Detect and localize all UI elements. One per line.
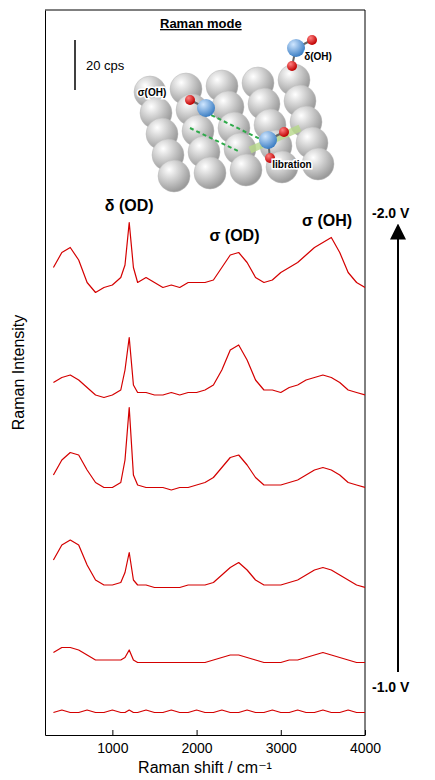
- x-axis-line: [46, 735, 366, 736]
- y-axis-line: [45, 11, 46, 736]
- y-axis-title: Raman Intensity: [10, 315, 27, 431]
- frame-right: [365, 10, 366, 735]
- inset-title: Raman mode: [160, 16, 242, 31]
- hydrogen-atom: [279, 127, 289, 137]
- inset: Raman mode σ(OH) δ(OH) libration: [134, 16, 334, 192]
- inset-label: libration: [272, 159, 311, 170]
- peak-label: σ (OD): [209, 227, 259, 244]
- surface-atom: [194, 157, 226, 189]
- x-tick-mark: [365, 730, 366, 735]
- inset-label: δ(OH): [304, 51, 332, 62]
- guide-line: [205, 112, 262, 140]
- plot-area: [53, 223, 365, 713]
- scale-bar-label: 20 cps: [86, 58, 125, 73]
- spectrum: [53, 408, 365, 491]
- x-axis-title: Raman shift / cm⁻¹: [138, 759, 272, 776]
- y-axis: [45, 11, 46, 736]
- adsorbate-atom: [287, 39, 305, 57]
- hydrogen-atom: [307, 35, 317, 45]
- x-tick-label: 1000: [97, 740, 128, 756]
- hydrogen-atom: [287, 61, 297, 71]
- potential-label: -1.0 V: [372, 679, 410, 695]
- potential-label: -2.0 V: [372, 205, 410, 221]
- x-tick-label: 4000: [350, 740, 381, 756]
- adsorbate-atom: [197, 99, 215, 117]
- x-tick-label: 3000: [266, 740, 297, 756]
- spectrum: [53, 338, 365, 398]
- spectrum: [53, 223, 365, 293]
- libration-arrow: [250, 128, 300, 150]
- peak-label: δ (OD): [105, 197, 154, 214]
- hydrogen-atom: [185, 95, 195, 105]
- inset-label: σ(OH): [138, 87, 167, 98]
- x-tick: 1000: [97, 730, 128, 756]
- x-axis: 1000 2000 3000 4000: [46, 730, 382, 756]
- surface-atom: [230, 154, 262, 186]
- x-tick-label: 2000: [182, 740, 213, 756]
- x-tick-mark: [112, 730, 113, 735]
- potential-arrow: [397, 232, 399, 673]
- spectrum: [53, 710, 365, 713]
- scale-bar: [74, 40, 76, 90]
- x-tick: 3000: [266, 730, 297, 756]
- adsorbate-atom: [259, 131, 277, 149]
- guide-line: [190, 128, 240, 152]
- spectrum: [53, 648, 365, 663]
- frame-top: [45, 10, 365, 11]
- surface-atom: [158, 160, 190, 192]
- x-tick: 2000: [182, 730, 213, 756]
- x-tick: 4000: [350, 730, 381, 756]
- chart: 1000 2000 3000 4000 Raman shift / cm⁻¹ Raman …: [0, 0, 435, 780]
- x-tick-mark: [281, 730, 282, 735]
- spectrum: [53, 540, 365, 588]
- peak-label: σ (OH): [302, 212, 352, 229]
- x-tick-mark: [197, 730, 198, 735]
